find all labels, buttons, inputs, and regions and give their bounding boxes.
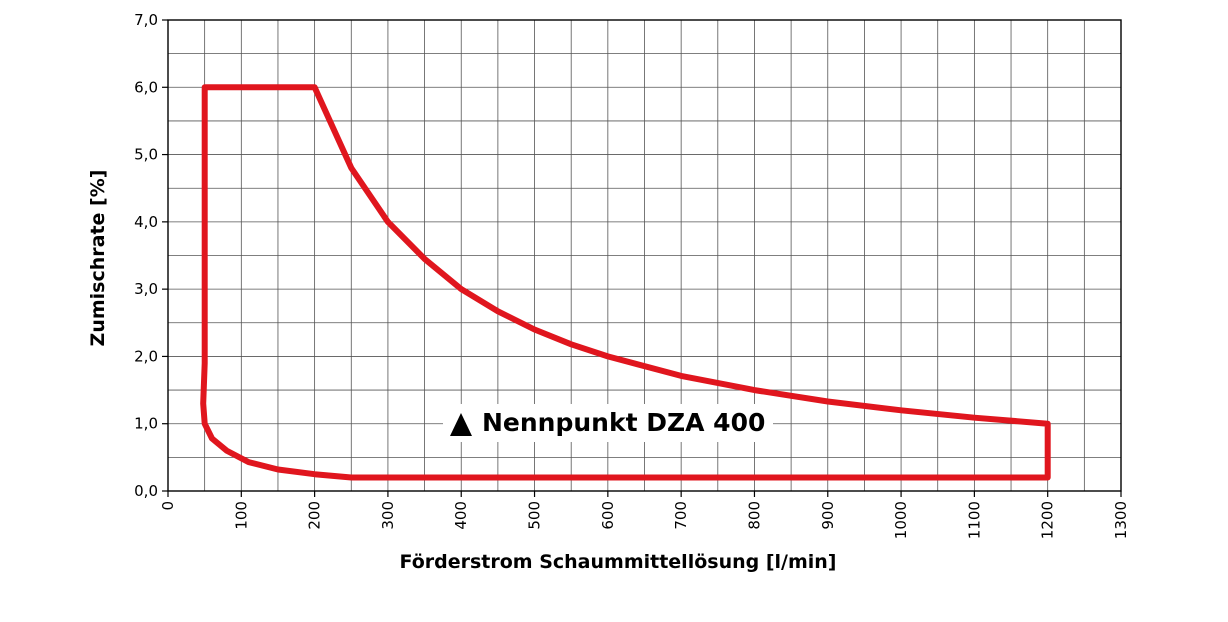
x-tick-label: 1300 bbox=[1112, 501, 1130, 539]
x-tick-label: 1200 bbox=[1039, 501, 1057, 539]
x-tick-label: 900 bbox=[819, 501, 837, 530]
series-line bbox=[200, 84, 1051, 481]
y-axis-ticks: 0,0 1,0 2,0 3,0 4,0 5,0 6,0 7,0 bbox=[134, 11, 168, 500]
plot-frame bbox=[167, 19, 1122, 492]
x-tick-label: 1000 bbox=[892, 501, 910, 539]
series-group bbox=[200, 84, 1051, 481]
x-tick-label: 700 bbox=[672, 501, 690, 530]
x-tick-label: 200 bbox=[306, 501, 324, 530]
y-tick-label: 7,0 bbox=[134, 11, 158, 29]
y-tick-label: 4,0 bbox=[134, 213, 158, 231]
annotation-group: Nennpunkt DZA 400 bbox=[443, 404, 773, 442]
x-tick-label: 1100 bbox=[965, 501, 983, 539]
x-tick-label: 400 bbox=[452, 501, 470, 530]
x-tick-label: 500 bbox=[526, 501, 544, 530]
y-axis-title: Zumischrate [%] bbox=[87, 170, 109, 347]
x-tick-label: 100 bbox=[232, 501, 250, 530]
y-tick-label: 5,0 bbox=[134, 146, 158, 164]
x-axis-ticks: 0 100 200 300 400 500 600 700 800 900 1000 1100 1200… bbox=[159, 491, 1130, 539]
y-tick-label: 3,0 bbox=[134, 280, 158, 298]
x-tick-label: 600 bbox=[599, 501, 617, 530]
x-tick-label: 0 bbox=[159, 501, 177, 511]
y-tick-label: 2,0 bbox=[134, 347, 158, 365]
y-tick-label: 0,0 bbox=[134, 482, 158, 500]
annotation-label: Nennpunkt DZA 400 bbox=[482, 408, 765, 437]
annotation-background bbox=[443, 404, 773, 442]
x-axis-title: Förderstrom Schaummittellösung [l/min] bbox=[399, 551, 836, 573]
y-tick-label: 1,0 bbox=[134, 415, 158, 433]
annotation-marker-triangle bbox=[450, 413, 472, 436]
y-tick-label: 6,0 bbox=[134, 78, 158, 96]
x-tick-label: 300 bbox=[379, 501, 397, 530]
x-tick-label: 800 bbox=[745, 501, 763, 530]
